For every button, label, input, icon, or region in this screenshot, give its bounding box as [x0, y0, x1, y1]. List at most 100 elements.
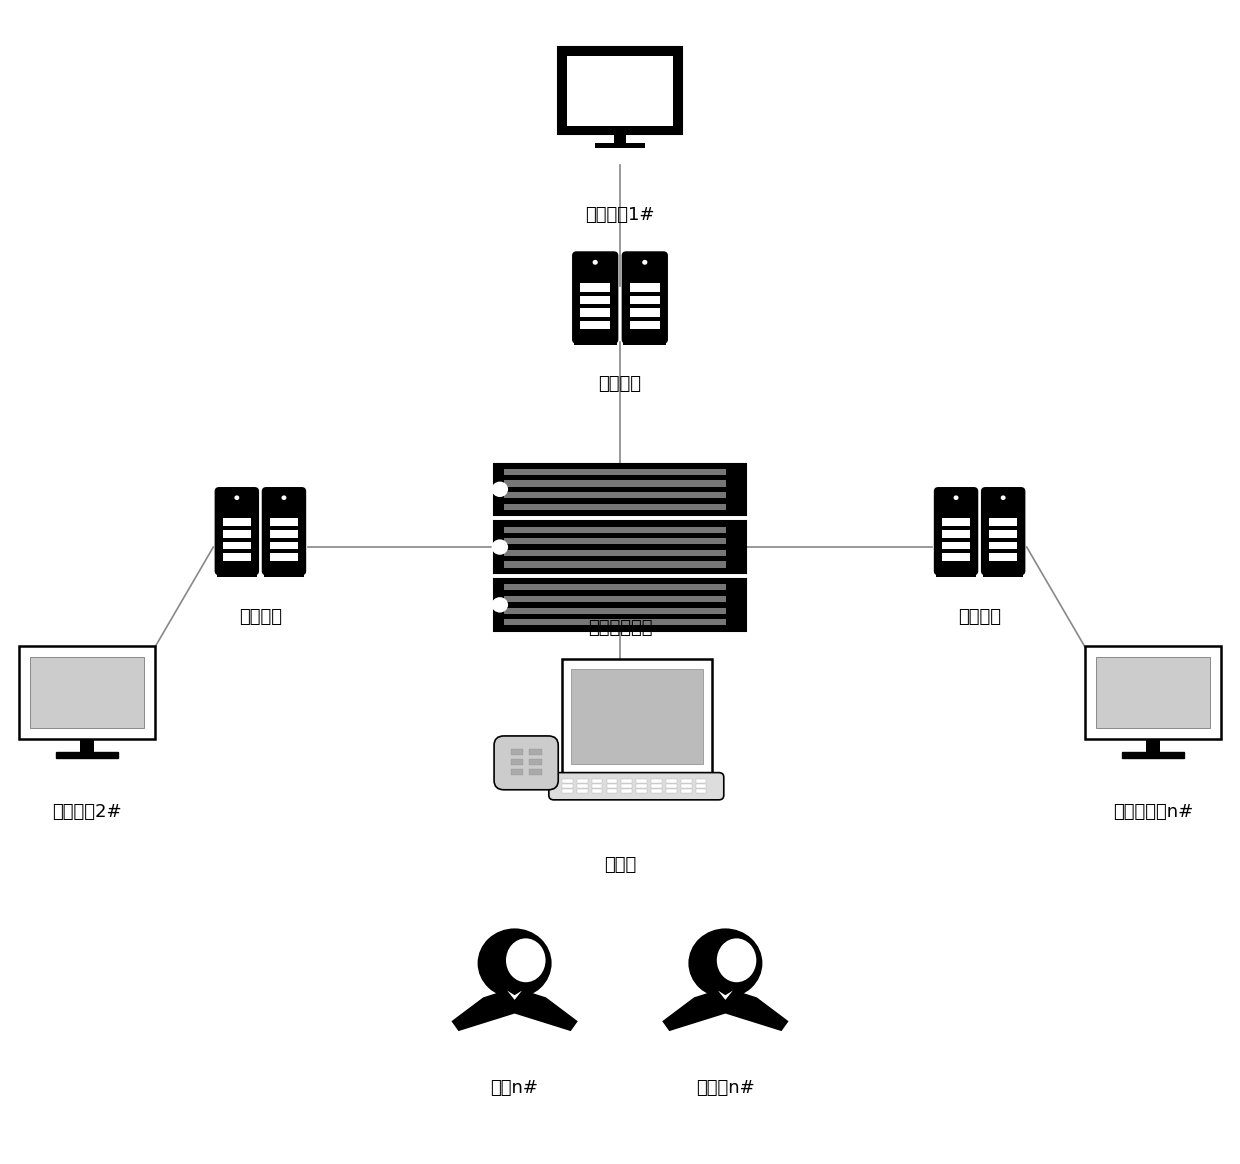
Bar	[503, 526, 727, 533]
Bar	[223, 541, 250, 549]
Text: 受控计算1#: 受控计算1#	[585, 206, 655, 223]
Text: 医生n#: 医生n#	[491, 1079, 538, 1096]
Bar	[580, 283, 610, 292]
Ellipse shape	[689, 929, 761, 996]
Bar	[696, 785, 707, 788]
Bar	[651, 789, 662, 793]
Ellipse shape	[506, 938, 546, 982]
Bar	[529, 769, 542, 775]
Bar	[666, 785, 677, 788]
Bar	[591, 789, 603, 793]
Bar	[503, 561, 727, 568]
Bar	[503, 549, 727, 556]
Bar	[503, 584, 727, 590]
FancyBboxPatch shape	[216, 488, 258, 575]
Bar	[942, 530, 970, 538]
FancyBboxPatch shape	[263, 488, 305, 575]
Bar	[990, 518, 1017, 526]
Bar	[1122, 752, 1184, 758]
Text: 客户端: 客户端	[604, 856, 636, 873]
Bar	[666, 789, 677, 793]
FancyBboxPatch shape	[573, 253, 618, 343]
Bar	[696, 789, 707, 793]
Bar	[630, 283, 660, 292]
Bar	[494, 521, 746, 573]
Bar	[983, 572, 1023, 576]
Bar	[577, 785, 588, 788]
Bar	[529, 750, 542, 755]
Bar	[574, 340, 616, 346]
Bar	[630, 321, 660, 329]
Bar	[606, 780, 618, 783]
Bar	[936, 572, 976, 576]
Bar	[270, 541, 298, 549]
Bar	[494, 580, 746, 631]
Bar	[217, 572, 257, 576]
FancyBboxPatch shape	[982, 488, 1024, 575]
Bar	[636, 780, 647, 783]
Text: 通信连接: 通信连接	[239, 608, 281, 625]
Circle shape	[642, 260, 647, 264]
Bar	[681, 780, 692, 783]
Text: 物理师n#: 物理师n#	[696, 1079, 755, 1096]
Bar	[577, 780, 588, 783]
Text: 通信连接: 通信连接	[599, 375, 641, 392]
Bar	[1085, 646, 1221, 739]
Bar	[580, 296, 610, 304]
Bar	[595, 143, 645, 148]
Bar	[79, 739, 94, 752]
Bar	[30, 658, 144, 728]
FancyBboxPatch shape	[935, 488, 977, 575]
Bar	[990, 553, 1017, 561]
Bar	[503, 492, 727, 498]
Bar	[572, 669, 703, 764]
Ellipse shape	[479, 929, 551, 996]
Polygon shape	[663, 991, 787, 1030]
Bar	[558, 47, 682, 134]
Bar	[223, 530, 250, 538]
Bar	[636, 789, 647, 793]
Bar	[562, 789, 573, 793]
Bar	[630, 308, 660, 317]
Bar	[621, 785, 632, 788]
Text: 受控计算2#: 受控计算2#	[52, 803, 122, 821]
Circle shape	[234, 496, 239, 501]
Circle shape	[593, 260, 598, 264]
Ellipse shape	[717, 938, 756, 982]
Bar	[562, 785, 573, 788]
Bar	[223, 553, 250, 561]
Bar	[577, 789, 588, 793]
Bar	[503, 596, 727, 602]
Bar	[56, 752, 118, 758]
Circle shape	[491, 539, 508, 555]
Bar	[503, 608, 727, 613]
FancyBboxPatch shape	[494, 736, 558, 789]
Bar	[270, 553, 298, 561]
Bar	[942, 541, 970, 549]
Bar	[580, 308, 610, 317]
Bar	[636, 785, 647, 788]
Circle shape	[491, 597, 508, 612]
Bar	[562, 659, 712, 774]
Bar	[580, 321, 610, 329]
Bar	[223, 518, 250, 526]
Bar	[511, 750, 523, 755]
Polygon shape	[718, 991, 733, 1000]
Bar	[621, 780, 632, 783]
Bar	[990, 530, 1017, 538]
Bar	[681, 785, 692, 788]
Bar	[270, 530, 298, 538]
Bar	[567, 56, 673, 126]
Bar	[1096, 658, 1210, 728]
Bar	[494, 463, 746, 514]
Bar	[942, 518, 970, 526]
Bar	[630, 296, 660, 304]
Circle shape	[491, 482, 508, 497]
Bar	[651, 785, 662, 788]
Bar	[1147, 739, 1161, 752]
Bar	[591, 780, 603, 783]
Bar	[562, 780, 573, 783]
Bar	[511, 759, 523, 765]
Bar	[614, 134, 625, 146]
Bar	[666, 780, 677, 783]
